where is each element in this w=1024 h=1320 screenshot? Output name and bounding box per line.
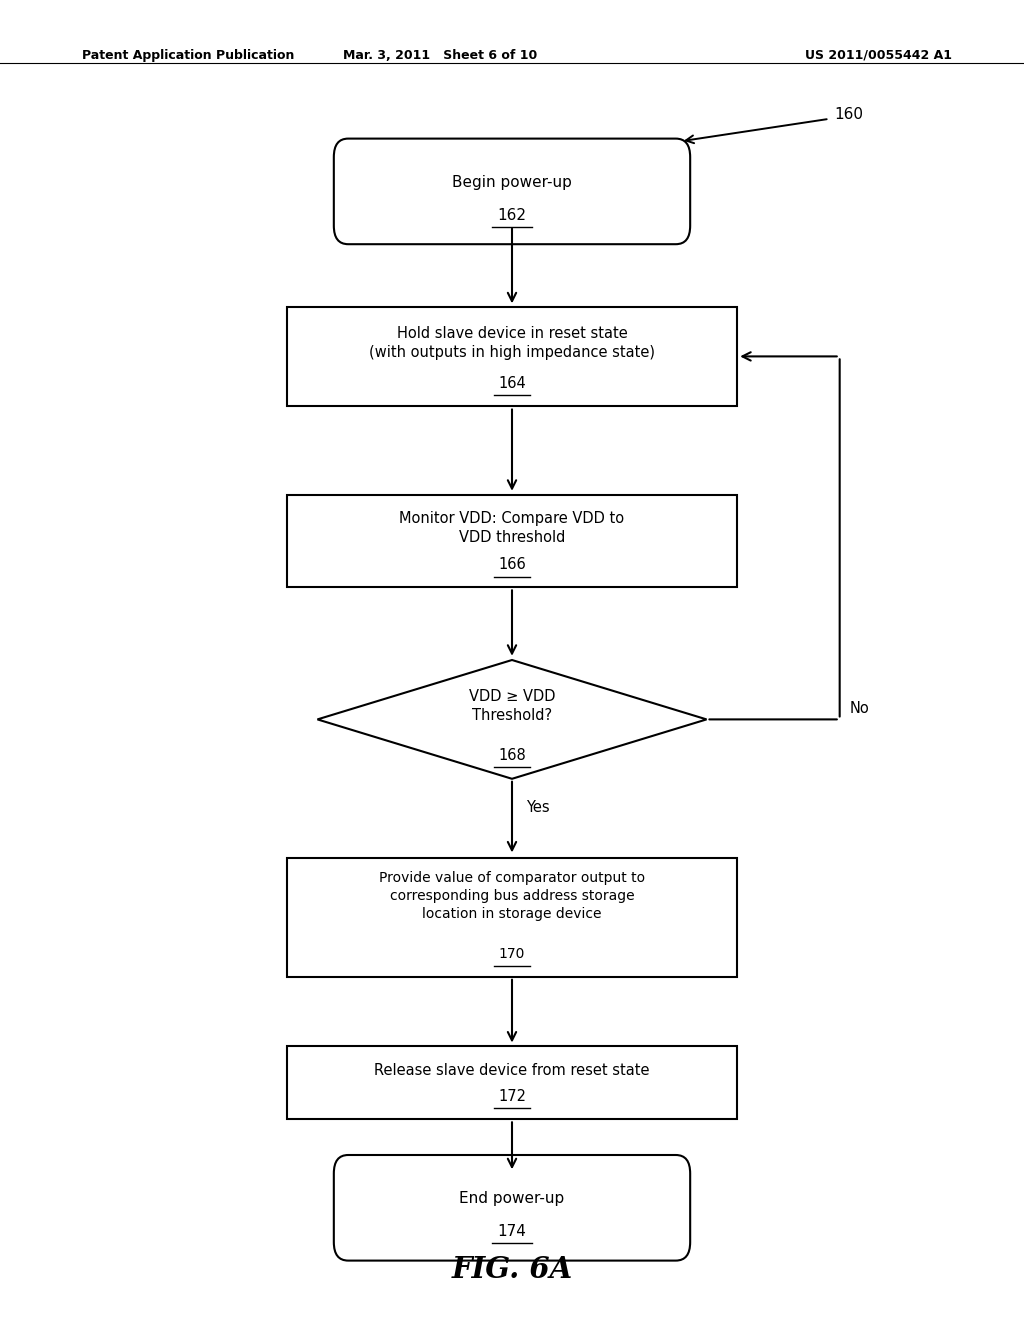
Text: Begin power-up: Begin power-up	[452, 174, 572, 190]
Text: 168: 168	[498, 747, 526, 763]
Text: 160: 160	[835, 107, 863, 123]
Text: Patent Application Publication: Patent Application Publication	[82, 49, 294, 62]
Text: FIG. 6A: FIG. 6A	[452, 1255, 572, 1284]
Text: VDD ≥ VDD
Threshold?: VDD ≥ VDD Threshold?	[469, 689, 555, 723]
Text: Yes: Yes	[526, 800, 550, 816]
Text: Release slave device from reset state: Release slave device from reset state	[374, 1063, 650, 1078]
FancyBboxPatch shape	[334, 139, 690, 244]
Text: 166: 166	[498, 557, 526, 573]
Text: End power-up: End power-up	[460, 1191, 564, 1206]
FancyBboxPatch shape	[334, 1155, 690, 1261]
Text: US 2011/0055442 A1: US 2011/0055442 A1	[805, 49, 952, 62]
Text: 174: 174	[498, 1224, 526, 1239]
Text: 170: 170	[499, 948, 525, 961]
Text: Monitor VDD: Compare VDD to
VDD threshold: Monitor VDD: Compare VDD to VDD threshol…	[399, 511, 625, 545]
Text: Hold slave device in reset state
(with outputs in high impedance state): Hold slave device in reset state (with o…	[369, 326, 655, 360]
Bar	[287, 308, 737, 407]
Text: 162: 162	[498, 207, 526, 223]
Bar	[287, 858, 737, 977]
Text: No: No	[850, 701, 869, 717]
Polygon shape	[317, 660, 707, 779]
Text: 172: 172	[498, 1089, 526, 1104]
Text: Mar. 3, 2011   Sheet 6 of 10: Mar. 3, 2011 Sheet 6 of 10	[343, 49, 538, 62]
Bar	[287, 495, 737, 587]
Text: 164: 164	[498, 376, 526, 391]
Bar	[287, 1045, 737, 1119]
Text: Provide value of comparator output to
corresponding bus address storage
location: Provide value of comparator output to co…	[379, 871, 645, 921]
